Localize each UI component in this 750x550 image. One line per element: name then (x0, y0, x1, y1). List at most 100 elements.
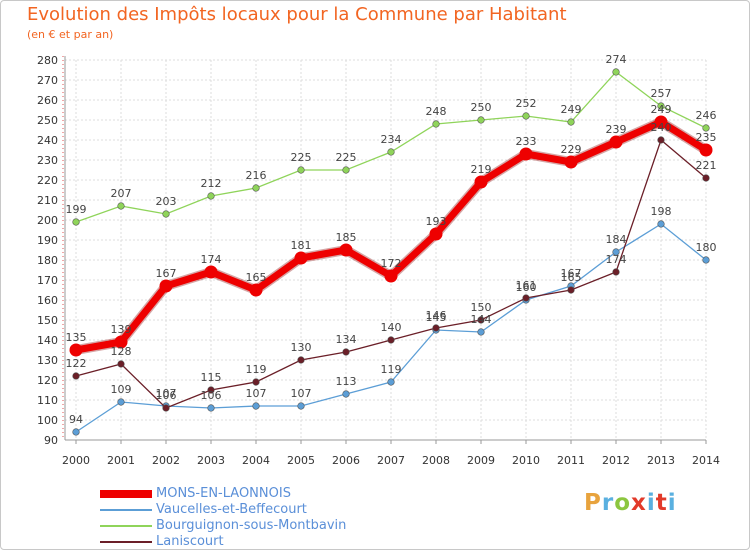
data-point (297, 166, 305, 174)
data-point (654, 115, 668, 129)
data-point (159, 279, 173, 293)
x-axis-ticks: 2000 2001 2002 2003 2004 2005 2006 2007 2008 2009… (62, 454, 720, 467)
data-point (72, 372, 80, 380)
data-point (387, 148, 395, 156)
y-axis-ticks: 90 100 110 120 130 140 150 160 170 180 190 200 210 22… (37, 54, 58, 447)
data-label: 135 (66, 331, 87, 344)
data-label: 225 (291, 151, 312, 164)
data-point (114, 335, 128, 349)
data-point (432, 324, 440, 332)
x-tick-label: 2001 (107, 454, 135, 467)
x-tick-label: 2013 (647, 454, 675, 467)
x-tick-label: 2009 (467, 454, 495, 467)
data-point (252, 378, 260, 386)
data-point (609, 135, 623, 149)
x-tick-label: 2000 (62, 454, 90, 467)
data-label: 130 (291, 341, 312, 354)
data-label: 160 (516, 281, 537, 294)
series-lines (69, 68, 713, 436)
data-label: 219 (471, 163, 492, 176)
y-tick-label: 140 (37, 334, 58, 347)
data-point (429, 227, 443, 241)
data-label: 145 (426, 311, 447, 324)
data-label: 234 (381, 133, 402, 146)
data-point (162, 210, 170, 218)
data-label: 198 (651, 205, 672, 218)
data-label: 216 (246, 169, 267, 182)
data-point (252, 184, 260, 192)
legend-label: Laniscourt (156, 534, 224, 549)
data-label: 174 (606, 253, 627, 266)
data-point (612, 248, 620, 256)
data-label: 109 (111, 383, 132, 396)
data-label: 212 (201, 177, 222, 190)
data-point (702, 124, 710, 132)
data-labels: 135 139 167 174 165 181 185 172 193 219 233 229 239 2… (66, 53, 717, 426)
data-point (567, 118, 575, 126)
y-tick-label: 210 (37, 194, 58, 207)
data-point (162, 404, 170, 412)
data-label: 144 (471, 313, 492, 326)
data-label: 207 (111, 187, 132, 200)
y-tick-label: 120 (37, 374, 58, 387)
plot-area (65, 60, 706, 440)
data-label: 106 (156, 389, 177, 402)
data-label: 252 (516, 97, 537, 110)
y-tick-label: 100 (37, 414, 58, 427)
legend-label: Vaucelles-et-Beffecourt (156, 502, 307, 517)
x-tick-label: 2005 (287, 454, 315, 467)
data-label: 107 (156, 387, 177, 400)
data-label: 274 (606, 53, 627, 66)
data-label: 150 (471, 301, 492, 314)
data-point (342, 390, 350, 398)
data-point (567, 286, 575, 294)
y-tick-label: 110 (37, 394, 58, 407)
y-tick-label: 280 (37, 54, 58, 67)
data-label: 181 (291, 239, 312, 252)
y-tick-label: 240 (37, 134, 58, 147)
data-point (249, 283, 263, 297)
data-label: 174 (201, 253, 222, 266)
y-tick-label: 230 (37, 154, 58, 167)
legend-label: Bourguignon-sous-Montbavin (156, 518, 347, 533)
data-point (297, 402, 305, 410)
data-point (564, 155, 578, 169)
data-label: 221 (696, 159, 717, 172)
legend-swatch (100, 525, 152, 527)
data-point (69, 343, 83, 357)
data-label: 146 (426, 309, 447, 322)
y-tick-label: 200 (37, 214, 58, 227)
data-point (612, 268, 620, 276)
data-label: 107 (246, 387, 267, 400)
data-point (477, 316, 485, 324)
x-tick-label: 2011 (557, 454, 585, 467)
data-label: 225 (336, 151, 357, 164)
data-label: 113 (336, 375, 357, 388)
data-label: 193 (426, 215, 447, 228)
data-point (387, 336, 395, 344)
data-point (207, 386, 215, 394)
data-point (117, 202, 125, 210)
data-point (387, 378, 395, 386)
legend-label: MONS-EN-LAONNOIS (156, 486, 291, 501)
x-tick-label: 2010 (512, 454, 540, 467)
data-label: 119 (246, 363, 267, 376)
data-label: 203 (156, 195, 177, 208)
y-tick-label: 150 (37, 314, 58, 327)
data-label: 134 (336, 333, 357, 346)
data-point (432, 120, 440, 128)
data-point (702, 256, 710, 264)
data-point (207, 192, 215, 200)
y-tick-label: 180 (37, 254, 58, 267)
x-tick-label: 2008 (422, 454, 450, 467)
chart-title: Evolution des Impôts locaux pour la Comm… (27, 4, 567, 25)
y-tick-label: 190 (37, 234, 58, 247)
data-label: 128 (111, 345, 132, 358)
data-label: 240 (651, 121, 672, 134)
data-label: 257 (651, 87, 672, 100)
data-label: 235 (696, 131, 717, 144)
legend-swatch (100, 541, 152, 543)
data-point (294, 251, 308, 265)
data-label: 107 (291, 387, 312, 400)
